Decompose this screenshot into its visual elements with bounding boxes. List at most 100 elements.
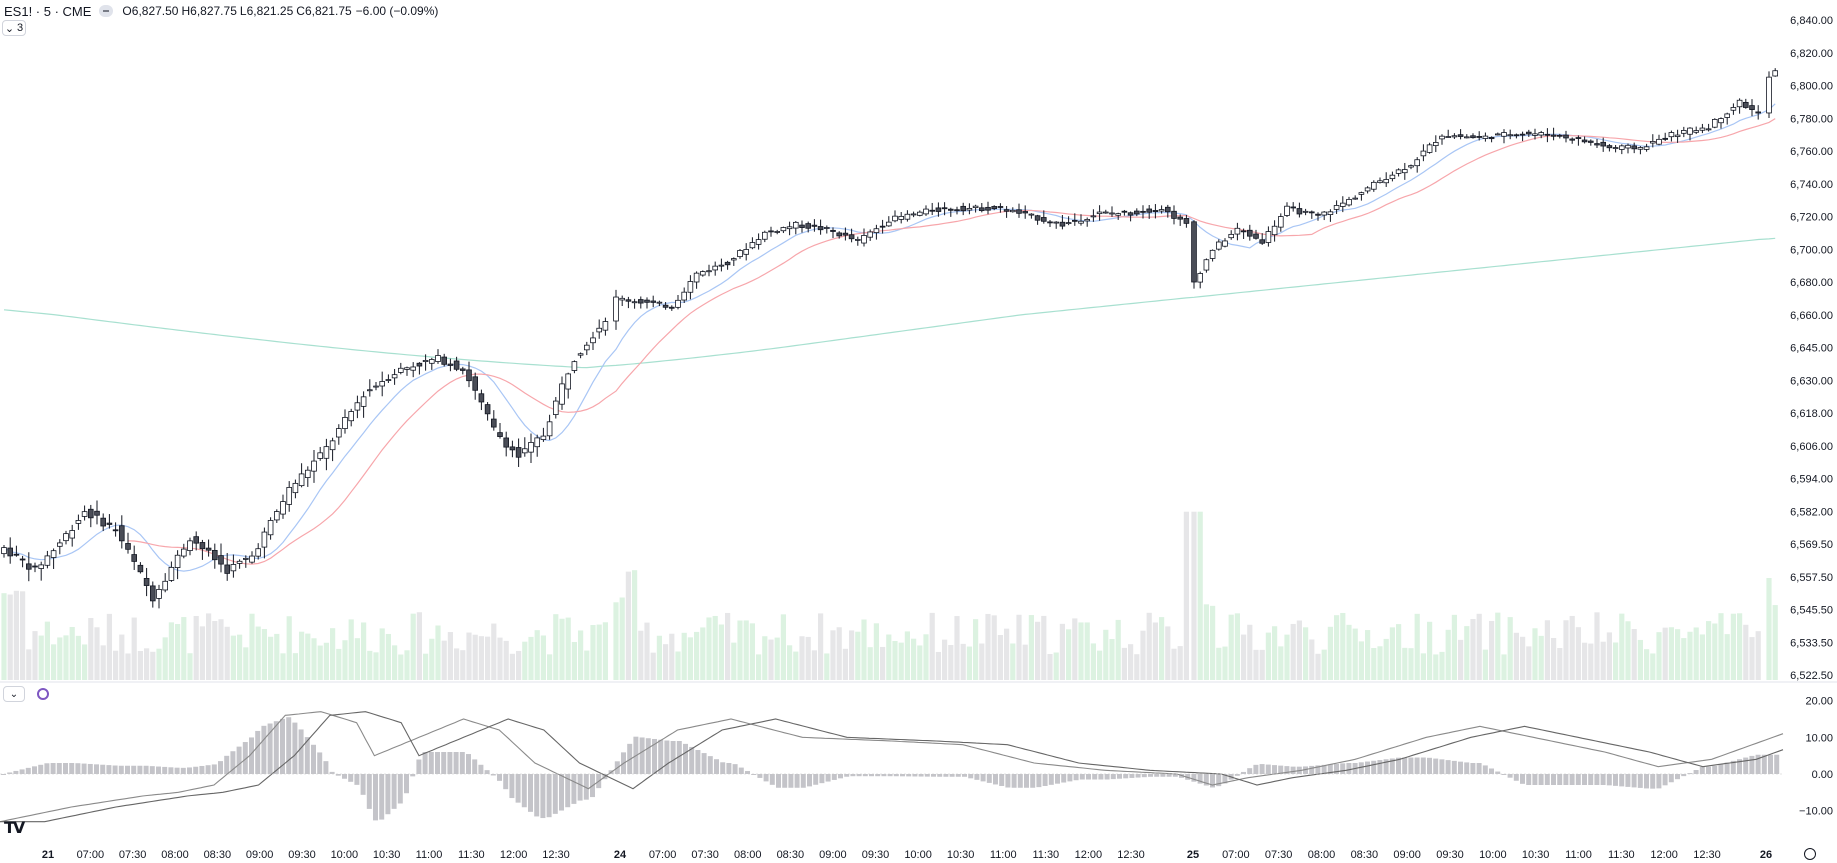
macd-histogram-bar [435,752,440,774]
candle-body [662,304,669,308]
candle-body [1271,225,1278,236]
candle-body [1668,132,1675,138]
candle-body [1519,133,1526,136]
candle-body [497,432,503,437]
candle-body [1755,111,1762,114]
candle-body [1234,227,1241,235]
candle-body [459,368,466,371]
volume-bar [348,619,354,680]
indicators-toggle-button[interactable]: ⌄ 3 [2,20,26,36]
symbol-name[interactable]: ES1! · 5 · CME [4,3,92,19]
open-value: 6,827.50 [131,4,179,18]
settings-icon[interactable] [1804,848,1816,860]
volume-bar [650,652,656,680]
candle-body [323,446,330,459]
macd-histogram-bar [1619,774,1625,787]
candle-body [149,585,156,602]
volume-bar [1234,613,1240,680]
volume-bar [911,638,917,680]
macd-histogram-bar [1396,757,1401,774]
volume-bar [1631,629,1637,680]
volume-bar [1228,614,1234,680]
macd-histogram-bar [931,774,936,777]
macd-histogram-bar [1191,774,1197,782]
tradingview-logo-icon[interactable]: TV [4,818,25,837]
open-label: O [122,4,132,18]
macd-histogram-bar [180,767,186,774]
macd-histogram-bar [583,774,589,800]
volume-bar [1662,627,1668,680]
candle-body [675,299,681,308]
macd-histogram-bar [137,765,143,774]
macd-histogram-bar [875,774,881,777]
volume-bar [311,638,317,680]
candle-body [1699,127,1706,131]
candle-body [1550,134,1557,137]
volume-bar [497,637,503,680]
volume-bar [1140,630,1146,680]
candle-body [317,452,323,459]
macd-histogram-bar [1470,763,1476,774]
macd-histogram-bar [763,774,769,782]
candle-body [273,511,280,521]
candle-body [1395,169,1402,174]
macd-histogram-bar [63,763,68,774]
candle-body [236,560,243,564]
macd-histogram-bar [168,767,174,774]
macd-histogram-bar [552,774,558,814]
volume-bar [1495,612,1501,680]
candle-body [416,362,423,367]
candle-body [584,344,590,351]
volume-bar [385,633,391,680]
volume-bar [1675,629,1681,680]
volume-bar [553,614,559,680]
volume-bar [1152,622,1158,680]
time-axis-label: 07:00 [649,849,677,861]
macd-histogram-bar [1272,765,1277,774]
macd-histogram-bar [1315,765,1321,774]
volume-bar [144,648,150,680]
macd-histogram-bar [1644,774,1649,789]
candle-body [985,206,991,211]
macd-indicator-icon[interactable] [37,688,49,700]
volume-bar [1296,620,1302,680]
volume-bar [1526,646,1532,680]
candle-body [1513,134,1520,137]
candle-body [879,225,886,228]
candle-body [1191,221,1197,283]
macd-histogram-bar [236,746,242,774]
candle-body [774,231,780,233]
volume-bar [255,626,261,680]
macd-histogram-bar [906,774,912,777]
macd-histogram-bar [757,774,763,778]
macd-histogram-bar [490,774,496,776]
macd-histogram-bar [472,759,478,774]
macd-histogram-bar [1749,755,1755,774]
macd-histogram-bar [484,770,490,774]
candle-body [335,428,342,438]
macd-histogram-bar [1637,774,1643,788]
volume-bar [780,614,786,680]
macd-histogram-bar [862,774,868,777]
candle-body [805,223,811,229]
price-axis-label: 6,720.00 [1790,212,1833,224]
macd-histogram-bar [1464,762,1470,774]
volume-bar [1377,646,1383,680]
candle-body [1240,230,1247,233]
volume-bar [681,632,687,680]
symbol-status-icon[interactable] [99,5,114,17]
macd-histogram-bar [1544,774,1550,785]
volume-bar [57,637,63,680]
macd-histogram-bar [639,737,645,774]
macd-pane-toggle-button[interactable]: ⌄ [3,686,25,702]
volume-bar [1743,624,1749,680]
symbol-legend: ES1! · 5 · CME O 6,827.50 H 6,827.75 L 6,82… [4,2,438,20]
volume-bar [935,651,941,680]
macd-histogram-bar [7,772,13,774]
volume-bar [435,625,441,680]
price-axis-label: 6,700.00 [1790,244,1833,256]
candle-body [571,361,578,371]
macd-histogram-bar [1712,765,1718,774]
macd-histogram-bar [69,763,75,774]
